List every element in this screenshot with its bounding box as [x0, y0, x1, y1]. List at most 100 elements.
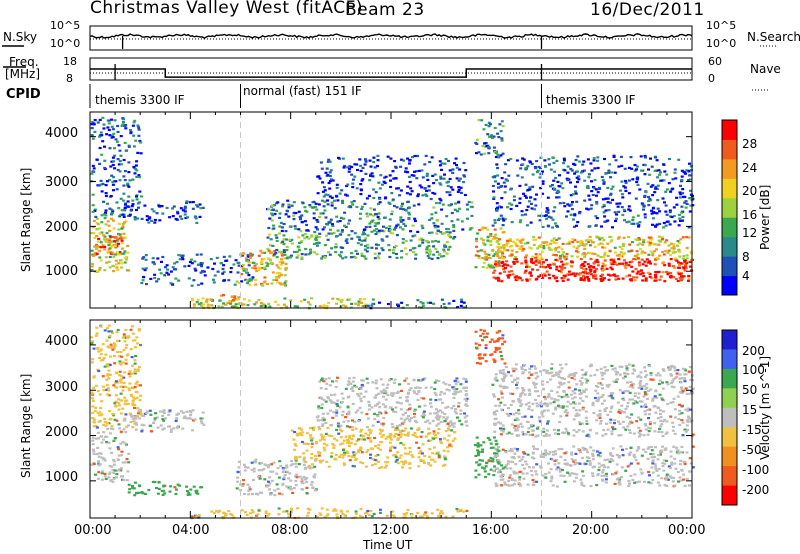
power-echo-cell-r11 — [384, 175, 388, 178]
power-echo-cell-r3 — [117, 207, 121, 210]
power-echo-cell-r14 — [554, 258, 558, 261]
power-echo-cell-r16 — [501, 217, 505, 220]
velocity-echo-cell-r7 — [393, 446, 397, 449]
power-echo-cell-r16 — [510, 221, 514, 224]
power-echo-cell-r14 — [565, 262, 569, 265]
velocity-echo-cell-r7 — [371, 464, 375, 467]
power-echo-cell-r13 — [485, 258, 489, 261]
power-echo-cell-r8 — [265, 264, 269, 268]
power-echo-cell-r7 — [359, 298, 363, 301]
power-echo-cell-r5 — [223, 279, 226, 282]
velocity-echo-cell-r11 — [581, 474, 585, 477]
power-echo-cell-r4 — [183, 205, 187, 208]
velocity-echo-cell-r7 — [427, 439, 431, 442]
velocity-echo-cell-r4 — [176, 483, 180, 486]
power-echo-cell-r3 — [103, 159, 107, 162]
velocity-echo-cell-r8 — [382, 388, 386, 391]
power-echo-cell-r9 — [296, 254, 300, 257]
velocity-echo-cell-r11 — [629, 446, 633, 449]
velocity-echo-cell-r11 — [591, 474, 595, 477]
velocity-echo-cell-r6 — [283, 474, 287, 477]
velocity-echo-cell-r1 — [116, 458, 120, 461]
velocity-echo-cell-r8 — [320, 403, 324, 406]
velocity-echo-cell-r2 — [107, 369, 111, 372]
power-echo-cell-r9 — [400, 256, 403, 259]
velocity-echo-cell-r7 — [295, 434, 299, 437]
velocity-echo-cell-r8 — [348, 377, 352, 380]
velocity-echo-cell-r10 — [493, 465, 497, 468]
power-echo-cell-r5 — [221, 267, 225, 271]
power-echo-cell-r13 — [497, 242, 501, 245]
velocity-echo-cell-r12 — [627, 363, 631, 366]
power-echo-cell-r14 — [683, 264, 687, 267]
power-echo-cell-r5 — [212, 281, 216, 284]
power-echo-cell-r11 — [379, 174, 383, 177]
power-echo-cell-r16 — [586, 208, 590, 211]
velocity-echo-cell-r6 — [237, 460, 241, 463]
velocity-echo-cell-r7 — [302, 452, 306, 455]
power-echo-cell-r9 — [437, 240, 441, 243]
velocity-echo-cell-r11 — [504, 451, 508, 454]
power-echo-cell-r11 — [335, 183, 339, 186]
velocity-echo-cell-r3 — [123, 419, 127, 422]
power-echo-cell-r14 — [583, 261, 587, 264]
power-echo-cell-r11 — [350, 165, 354, 169]
power-echo-cell-r10 — [399, 220, 403, 223]
power-echo-cell-r3 — [118, 160, 122, 163]
velocity-echo-cell-r5 — [296, 507, 300, 510]
velocity-echo-cell-r11 — [665, 473, 669, 476]
velocity-echo-cell-r7 — [294, 458, 297, 461]
velocity-echo-cell-r12 — [653, 430, 657, 433]
velocity-echo-cell-r11 — [650, 449, 654, 452]
velocity-echo-cell-r2 — [101, 358, 105, 361]
power-echo-cell-r15 — [573, 239, 577, 242]
velocity-echo-cell-r7 — [419, 435, 423, 438]
power-echo-cell-r16 — [569, 194, 573, 197]
power-echo-cell-r9 — [428, 250, 432, 253]
velocity-echo-cell-r2 — [126, 353, 130, 356]
velocity-echo-cell-r7 — [314, 440, 318, 443]
power-echo-cell-r16 — [528, 186, 532, 189]
velocity-echo-cell-r9 — [459, 508, 463, 511]
velocity-echo-cell-r7 — [413, 432, 417, 435]
velocity-echo-cell-r11 — [531, 451, 535, 454]
power-echo-cell-r16 — [647, 199, 651, 203]
power-echo-cell-r3 — [127, 185, 131, 188]
velocity-echo-cell-r7 — [389, 438, 393, 441]
power-echo-cell-r9 — [440, 255, 443, 258]
power-echo-cell-r14 — [599, 274, 603, 278]
power-echo-cell-r11 — [382, 180, 386, 183]
power-echo-cell-r10 — [457, 207, 461, 210]
power-echo-cell-r10 — [401, 208, 405, 211]
power-echo-cell-r15 — [554, 247, 558, 251]
velocity-echo-cell-r5 — [288, 513, 292, 516]
power-echo-cell-r7 — [197, 303, 201, 306]
power-echo-cell-r10 — [413, 217, 417, 220]
power-echo-cell-r11 — [372, 156, 376, 159]
power-echo-cell-r4 — [181, 209, 185, 212]
velocity-echo-cell-r11 — [544, 451, 548, 454]
power-echo-cell-r14 — [534, 278, 538, 281]
power-echo-cell-r14 — [594, 277, 598, 280]
velocity-echo-cell-r11 — [555, 468, 559, 471]
power-echo-cell-r15 — [627, 250, 631, 253]
power-echo-cell-r9 — [373, 252, 377, 255]
power-echo-cell-r13 — [474, 254, 478, 257]
velocity-echo-cell-r12 — [573, 388, 577, 391]
velocity-echo-cell-r8 — [356, 393, 359, 396]
power-echo-cell-r16 — [677, 158, 681, 161]
velocity-echo-cell-r7 — [298, 455, 302, 458]
velocity-echo-cell-r2 — [106, 422, 109, 425]
velocity-echo-cell-r2 — [107, 330, 111, 333]
power-echo-cell-r16 — [576, 221, 580, 224]
velocity-echo-cell-r11 — [663, 462, 667, 465]
velocity-echo-cell-r2 — [117, 402, 121, 405]
power-echo-cell-r7 — [247, 299, 251, 302]
velocity-echo-cell-r4 — [185, 485, 189, 488]
velocity-echo-cell-r8 — [429, 386, 433, 389]
power-echo-cell-r14 — [548, 263, 552, 266]
velocity-echo-cell-r8 — [326, 412, 330, 415]
velocity-echo-cell-r8 — [412, 390, 416, 393]
velocity-echo-cell-r1 — [98, 452, 102, 455]
power-echo-cell-r3 — [97, 184, 101, 187]
